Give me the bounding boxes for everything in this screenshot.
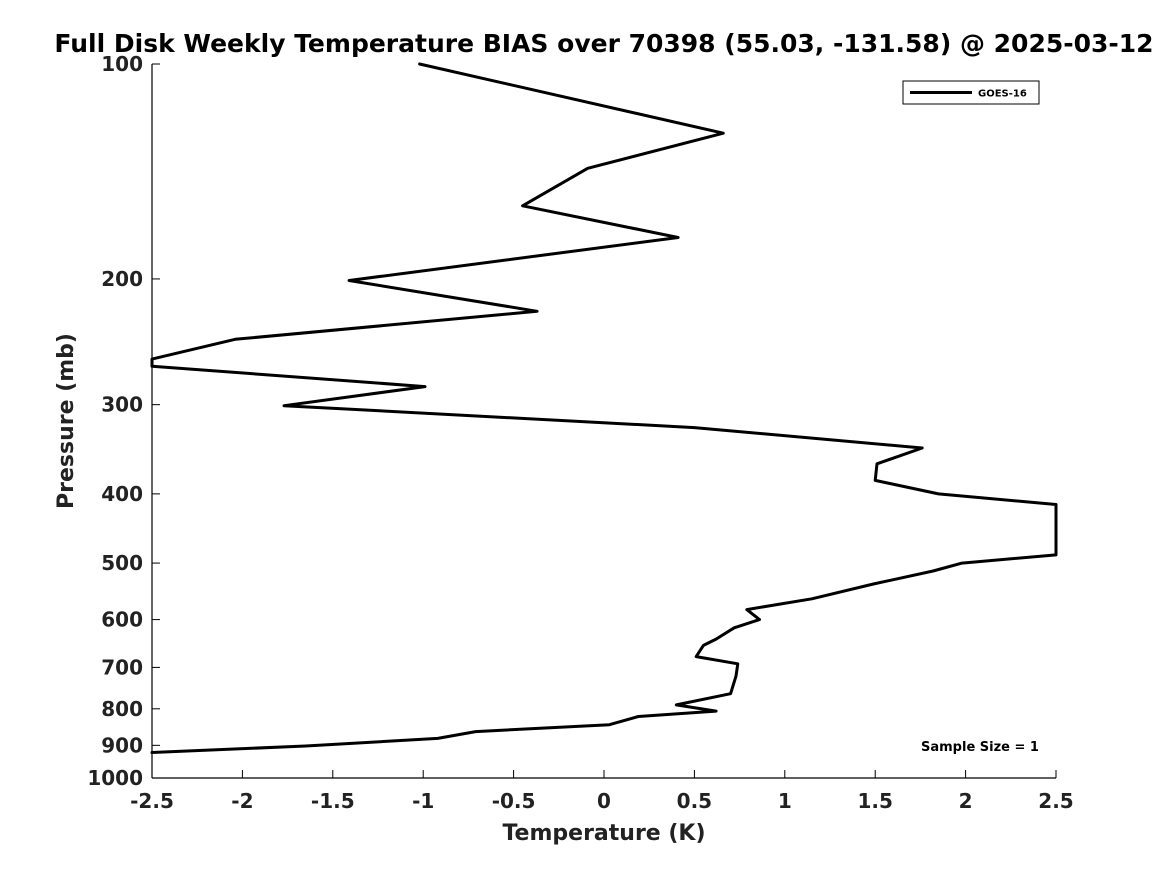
- y-tick-label: 900: [101, 733, 143, 757]
- y-axis-ticks: 100 200 300 400 500 600 700 800 900 1000: [87, 52, 160, 790]
- x-tick-label: 2.5: [1038, 789, 1073, 813]
- x-tick-label: 1.5: [857, 789, 892, 813]
- y-tick-label: 400: [101, 482, 143, 506]
- plot-area: [151, 64, 1056, 779]
- y-tick-label: 100: [101, 52, 143, 76]
- x-tick-label: 1: [778, 789, 792, 813]
- x-tick-label: -2.5: [130, 789, 174, 813]
- legend: GOES-16: [902, 80, 1040, 105]
- series-layer: [150, 62, 1058, 754]
- x-tick-label: -0.5: [492, 789, 536, 813]
- y-tick-label: 800: [101, 697, 143, 721]
- chart-title: Full Disk Weekly Temperature BIAS over 7…: [54, 29, 1153, 58]
- x-tick-label: -2: [231, 789, 253, 813]
- y-axis-label: Pressure (mb): [54, 333, 79, 509]
- x-tick-label: 0: [597, 789, 611, 813]
- y-tick-label: 200: [101, 267, 143, 291]
- y-tick-label: 700: [101, 655, 143, 679]
- x-tick-label: -1: [412, 789, 434, 813]
- x-axis-ticks: -2.5 -2 -1.5 -1 -0.5 0 0.5 1 1.5 2 2.5: [130, 770, 1074, 813]
- y-tick-label: 300: [101, 393, 143, 417]
- y-tick-label: 600: [101, 608, 143, 632]
- x-tick-label: 0.5: [677, 789, 712, 813]
- x-axis-label: Temperature (K): [502, 821, 705, 846]
- x-tick-label: 2: [959, 789, 973, 813]
- sample-size-annotation: Sample Size = 1: [921, 740, 1039, 755]
- y-tick-label: 500: [101, 551, 143, 575]
- legend-label: GOES-16: [978, 89, 1027, 100]
- series-line: [150, 62, 1058, 754]
- x-tick-label: -1.5: [311, 789, 355, 813]
- y-tick-label: 1000: [87, 766, 143, 790]
